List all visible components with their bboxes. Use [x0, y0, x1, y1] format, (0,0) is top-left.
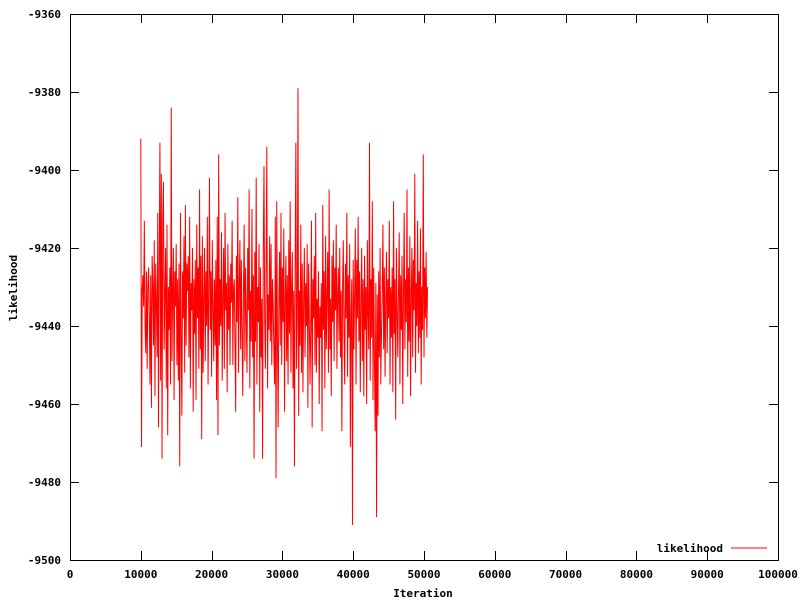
x-tick-label: 80000 — [620, 568, 653, 581]
y-tick-label: -9400 — [28, 164, 61, 177]
series-layer — [140, 88, 429, 525]
y-tick-label: -9440 — [28, 320, 61, 333]
x-tick-label: 40000 — [337, 568, 370, 581]
y-tick-label: -9460 — [28, 398, 61, 411]
series-line-likelihood — [140, 88, 429, 525]
y-tick-label: -9480 — [28, 476, 61, 489]
legend: likelihood — [657, 542, 767, 555]
axis-ticks — [70, 14, 779, 561]
y-tick-labels: -9500 -9480 -9460 -9440 -9420 -9400 -9380 -9360 — [28, 8, 61, 567]
x-axis-title: Iteration — [393, 587, 453, 600]
legend-label-likelihood: likelihood — [657, 542, 723, 555]
y-tick-label: -9360 — [28, 8, 61, 21]
x-tick-label: 10000 — [124, 568, 157, 581]
y-tick-label: -9500 — [28, 554, 61, 567]
x-tick-label: 0 — [67, 568, 74, 581]
x-tick-label: 30000 — [266, 568, 299, 581]
y-axis-title: likelihood — [7, 255, 20, 321]
x-tick-label: 70000 — [549, 568, 582, 581]
y-tick-label: -9380 — [28, 86, 61, 99]
x-tick-label: 90000 — [691, 568, 724, 581]
x-tick-label: 20000 — [195, 568, 228, 581]
x-tick-labels: 0 10000 20000 30000 40000 50000 60000 70000 8000… — [67, 568, 798, 581]
x-tick-label: 60000 — [478, 568, 511, 581]
x-tick-label: 50000 — [407, 568, 440, 581]
y-tick-label: -9420 — [28, 242, 61, 255]
x-tick-label: 100000 — [758, 568, 798, 581]
